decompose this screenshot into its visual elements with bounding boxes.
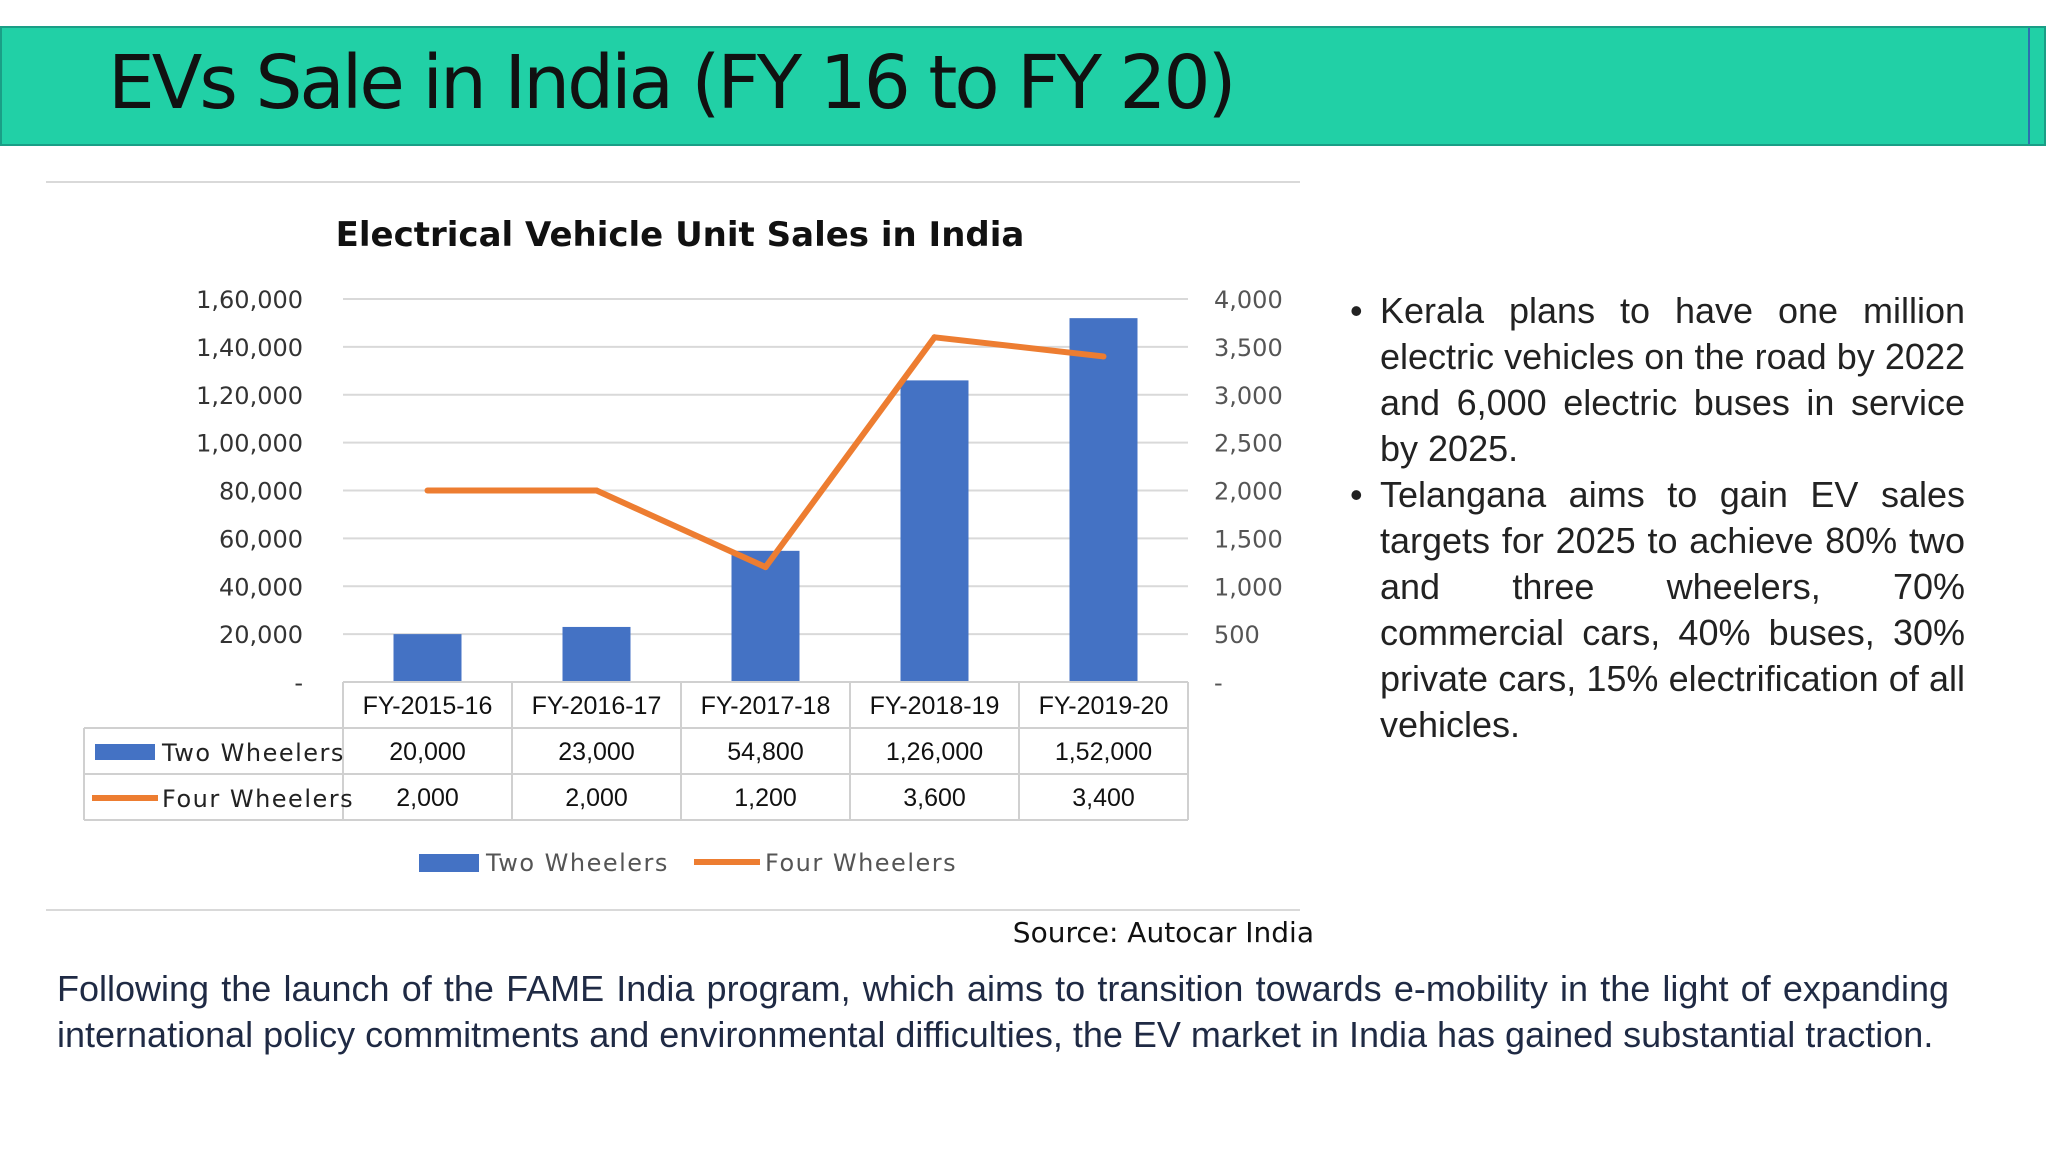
- four-wheelers-data-label: 2,000: [565, 784, 628, 812]
- category-label: FY-2018-19: [870, 692, 1000, 720]
- two-wheelers-bar: [1069, 318, 1138, 682]
- table-row-label: Four Wheelers: [162, 785, 354, 813]
- two-wheelers-data-label: 1,26,000: [886, 738, 983, 766]
- left-axis-tick-label: 60,000: [219, 525, 303, 553]
- right-axis-tick-label: -: [1214, 669, 1223, 697]
- two-wheelers-bar: [562, 626, 631, 682]
- right-axis-tick-label: 2,000: [1214, 478, 1283, 506]
- two-wheelers-data-label: 23,000: [558, 738, 634, 766]
- legend-label-two-wheelers: Two Wheelers: [485, 849, 669, 877]
- four-wheelers-point: [1100, 353, 1107, 360]
- four-wheelers-point: [762, 564, 769, 571]
- title-bar-edge: [2028, 28, 2044, 144]
- source-note: Source: Autocar India: [1012, 916, 1314, 949]
- table-key-two-wheelers: [95, 744, 155, 760]
- title-bar: [0, 26, 2046, 146]
- category-label: FY-2017-18: [701, 692, 831, 720]
- four-wheelers-data-label: 2,000: [396, 784, 459, 812]
- four-wheelers-data-label: 1,200: [734, 784, 797, 812]
- right-axis-tick-label: 1,000: [1214, 573, 1283, 601]
- left-axis-tick-label: -: [294, 669, 303, 697]
- four-wheelers-data-label: 3,400: [1072, 784, 1135, 812]
- right-axis-tick-label: 3,000: [1214, 382, 1283, 410]
- left-axis-tick-label: 40,000: [219, 573, 303, 601]
- legend-swatch-two-wheelers: [419, 854, 479, 872]
- right-axis-tick-label: 4,000: [1214, 286, 1283, 314]
- two-wheelers-data-label: 1,52,000: [1055, 738, 1152, 766]
- four-wheelers-line: [427, 334, 1104, 571]
- right-axis-tick-label: 500: [1214, 621, 1260, 649]
- left-axis-tick-label: 1,40,000: [196, 334, 303, 362]
- ev-sales-chart: Electrical Vehicle Unit Sales in India -…: [46, 181, 1300, 911]
- bullet-telangana: Telangana aims to gain EV sales targets …: [1350, 472, 1965, 748]
- left-axis-tick-label: 20,000: [219, 621, 303, 649]
- two-wheelers-bar: [900, 380, 969, 682]
- two-wheelers-bar: [393, 634, 462, 682]
- category-label: FY-2016-17: [532, 692, 662, 720]
- bullet-kerala: Kerala plans to have one million electri…: [1350, 288, 1965, 472]
- four-wheelers-point: [593, 487, 600, 494]
- left-axis-tick-label: 1,20,000: [196, 382, 303, 410]
- two-wheelers-data-label: 54,800: [727, 738, 803, 766]
- category-label: FY-2015-16: [363, 692, 493, 720]
- two-wheelers-bar: [731, 550, 800, 682]
- right-axis-tick-label: 3,500: [1214, 334, 1283, 362]
- table-row-label: Two Wheelers: [161, 739, 345, 767]
- fame-paragraph: Following the launch of the FAME India p…: [57, 968, 1949, 1055]
- category-label: FY-2019-20: [1039, 692, 1169, 720]
- right-axis-tick-label: 1,500: [1214, 525, 1283, 553]
- four-wheelers-data-label: 3,600: [903, 784, 966, 812]
- left-axis-tick-label: 80,000: [219, 478, 303, 506]
- bullet-list: Kerala plans to have one million electri…: [1350, 288, 1965, 748]
- slide-title: EVs Sale in India (FY 16 to FY 20): [108, 40, 1236, 126]
- four-wheelers-point: [424, 487, 431, 494]
- left-axis-tick-label: 1,00,000: [196, 430, 303, 458]
- two-wheelers-data-label: 20,000: [389, 738, 465, 766]
- chart-title: Electrical Vehicle Unit Sales in India: [336, 215, 1025, 255]
- left-axis-tick-label: 1,60,000: [196, 286, 303, 314]
- legend-label-four-wheelers: Four Wheelers: [765, 849, 957, 877]
- four-wheelers-point: [931, 334, 938, 341]
- right-axis-tick-label: 2,500: [1214, 430, 1283, 458]
